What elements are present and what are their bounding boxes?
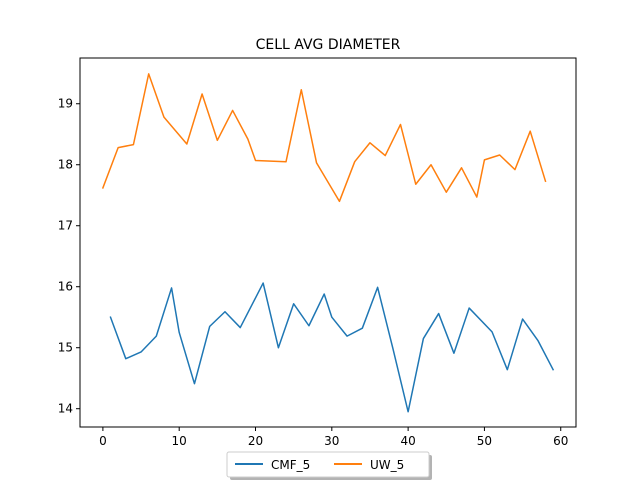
x-tick-label: 30 [324,434,339,448]
y-tick-label: 18 [58,158,73,172]
y-tick-label: 14 [58,402,73,416]
y-tick-label: 17 [58,219,73,233]
x-tick-label: 60 [553,434,568,448]
legend-label-uw5: UW_5 [370,458,404,472]
x-tick-label: 40 [400,434,415,448]
y-tick-label: 19 [58,97,73,111]
series-line-cmf-5 [109,282,555,413]
axes-frame [79,57,577,428]
legend: CMF_5 UW_5 [226,451,432,480]
chart-title: CELL AVG DIAMETER [256,37,401,53]
x-tick-label: 50 [477,434,492,448]
y-tick-label: 16 [58,280,73,294]
legend-box [226,451,430,478]
x-tick-label: 0 [99,434,107,448]
plot-area [101,73,555,413]
x-tick-label: 10 [172,434,187,448]
y-tick-label: 15 [58,341,73,355]
series-line-uw-5 [101,73,547,203]
legend-label-cmf5: CMF_5 [271,458,310,472]
y-axis: 14 15 16 17 18 19 [58,97,80,416]
x-axis: 0 10 20 30 40 50 60 [99,427,568,448]
x-tick-label: 20 [248,434,263,448]
